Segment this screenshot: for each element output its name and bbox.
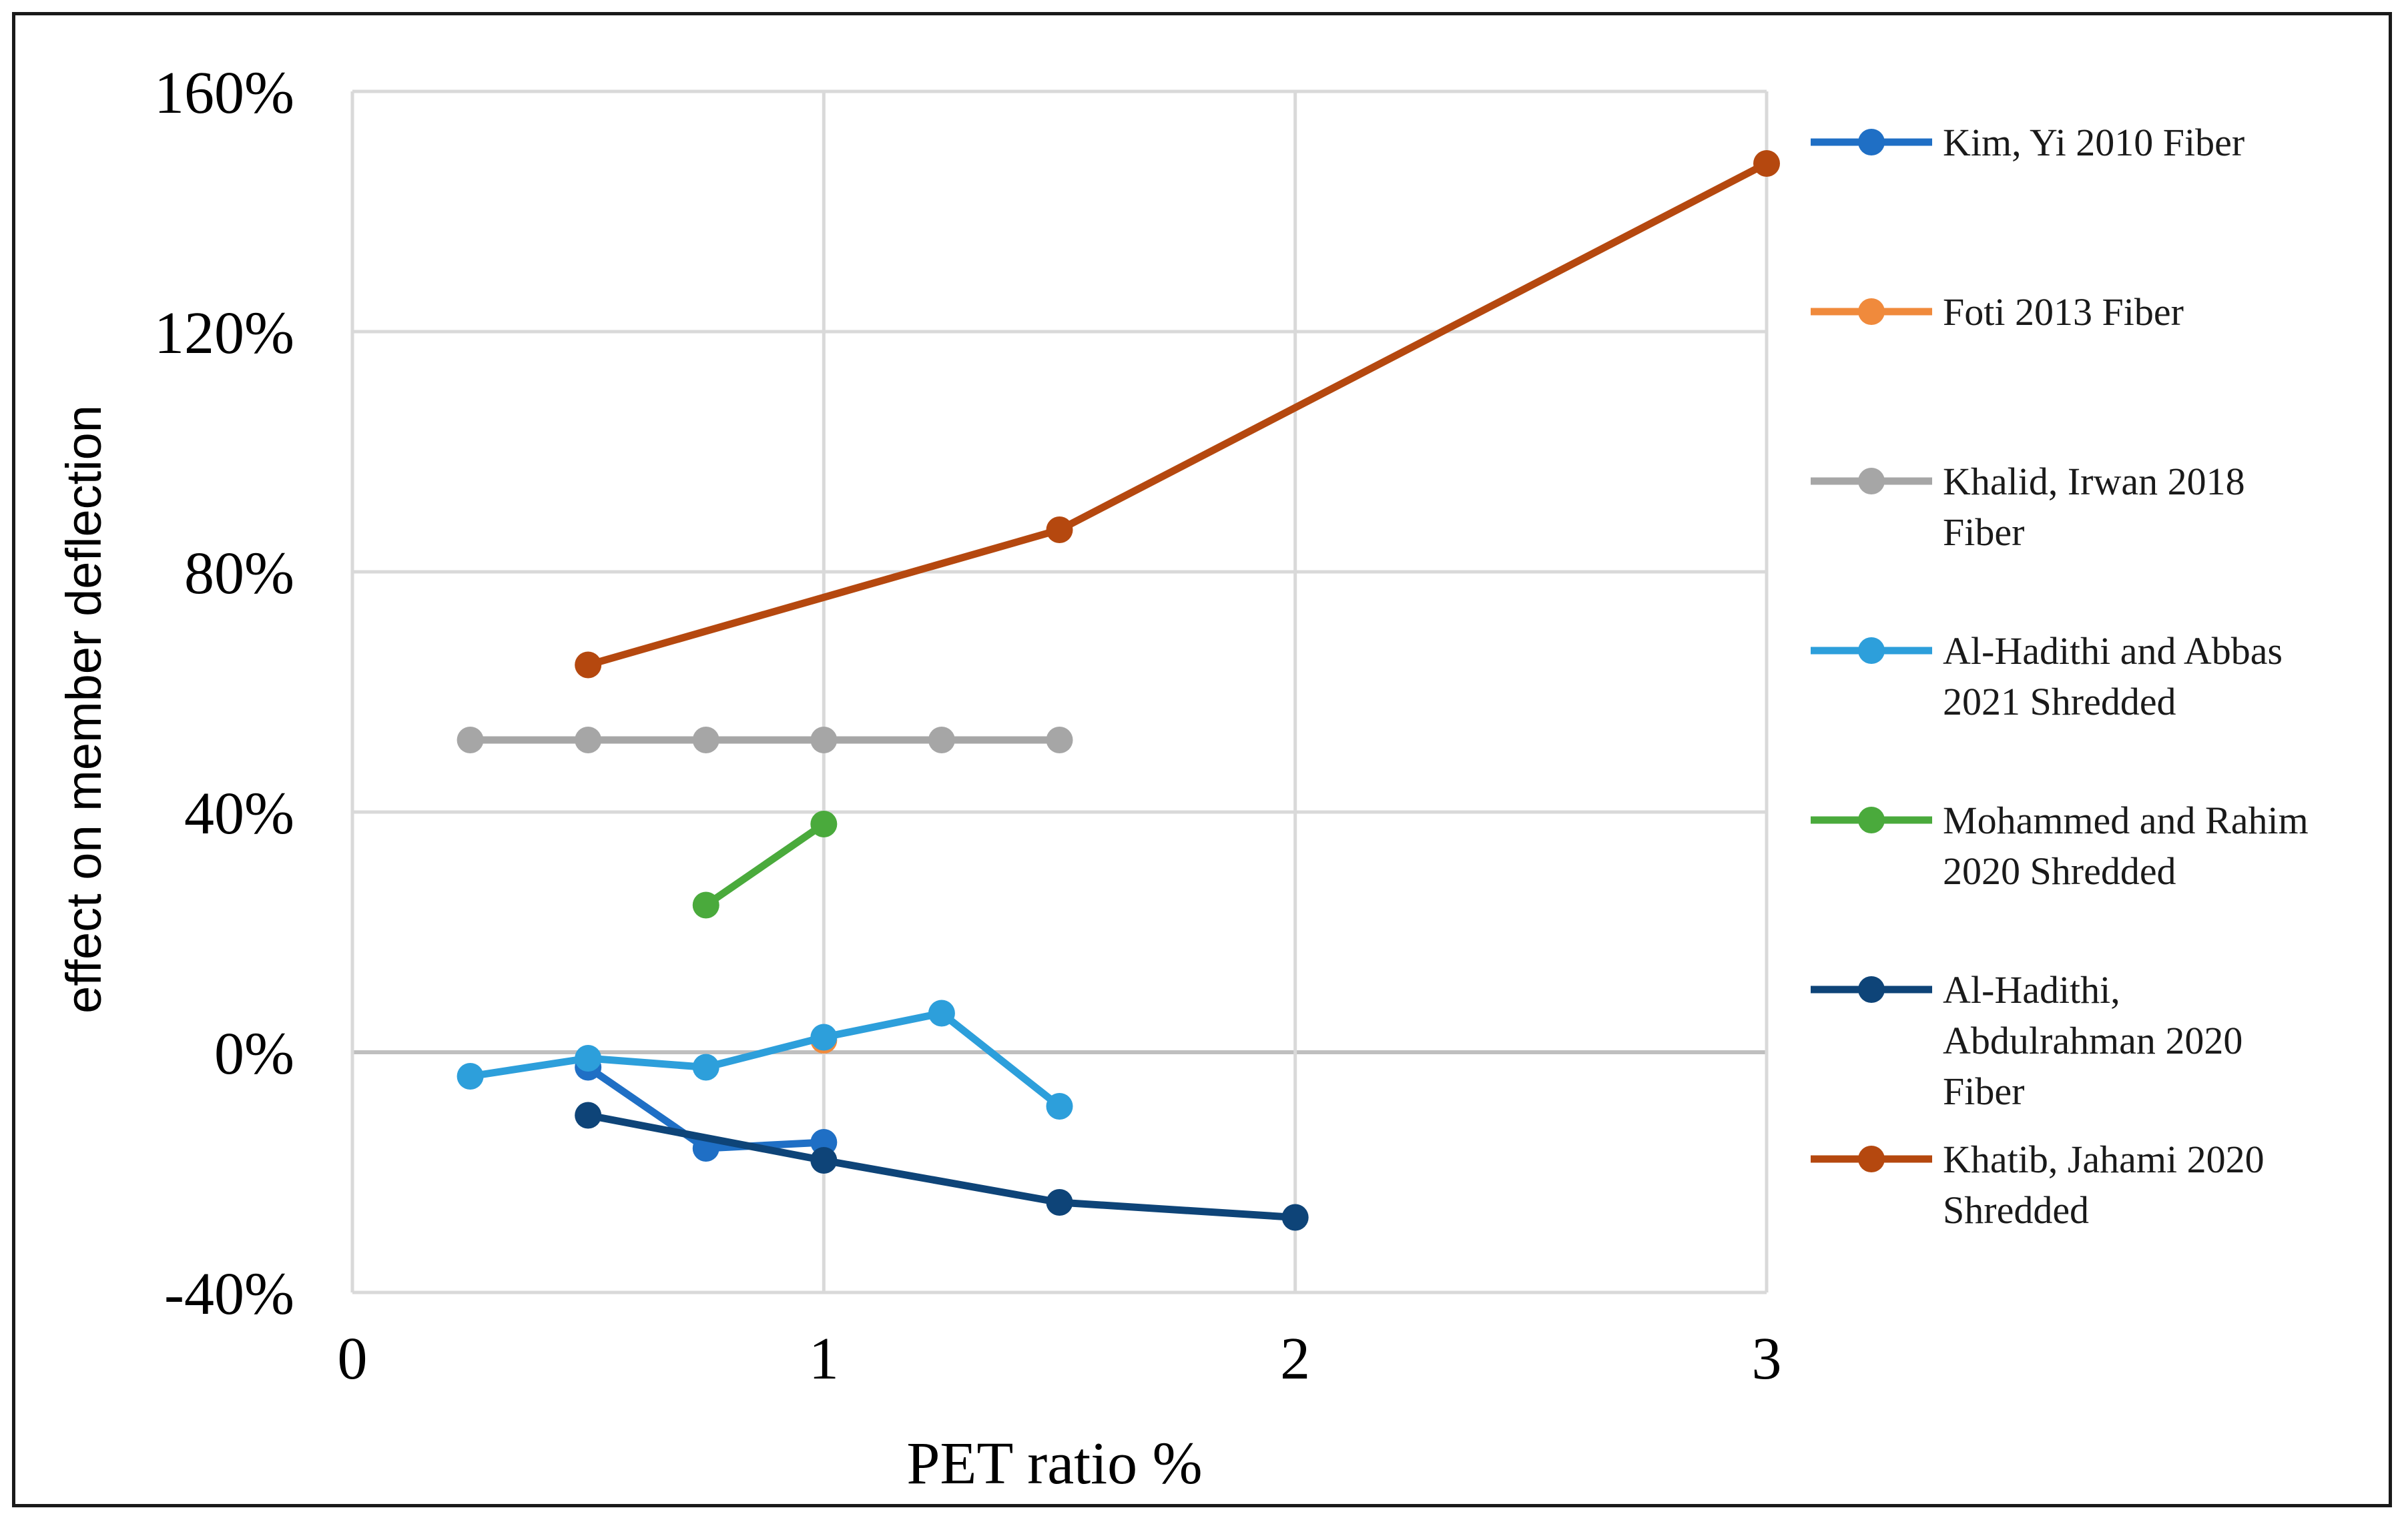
legend-label-line: Foti 2013 Fiber [1943, 290, 2184, 334]
data-point [575, 1045, 602, 1072]
series-line [467, 1010, 1063, 1110]
legend-label: Al-Hadithi and Abbas 2021 Shredded [1943, 629, 2283, 723]
series-7 [575, 150, 1780, 679]
legend-swatch-marker [1858, 468, 1885, 494]
x-tick-label: 3 [1752, 1326, 1782, 1392]
x-tick-label: 2 [1280, 1326, 1310, 1392]
y-tick-label: 0% [214, 1021, 294, 1087]
series-4 [457, 1000, 1073, 1120]
series-3 [457, 727, 1073, 753]
y-tick-label: 160% [154, 60, 294, 126]
data-point [1046, 727, 1073, 753]
data-point [575, 727, 602, 753]
data-point [692, 891, 719, 919]
data-point [928, 727, 955, 753]
line-chart: -40% 0% 40% 80% 120% 160% 0 1 2 3 Kim, Yi 2010 Fi… [56, 60, 2309, 1497]
legend-label: Foti 2013 Fiber [1943, 290, 2184, 334]
series-line [584, 159, 1771, 669]
data-point [457, 1063, 484, 1090]
legend-item: Foti 2013 Fiber [1811, 290, 2184, 334]
legend-item: Khalid, Irwan 2018 Fiber [1811, 460, 2245, 554]
legend-label-line: Mohammed and Rahim [1943, 799, 2309, 842]
series-line [702, 820, 828, 909]
legend-item: Al-Hadithi, Abdulrahman 2020 Fiber [1811, 968, 2242, 1113]
legend-item: Khatib, Jahami 2020 Shredded [1811, 1138, 2265, 1232]
data-point [1281, 1204, 1309, 1231]
legend-label-line: Khatib, Jahami 2020 [1943, 1138, 2265, 1181]
y-axis-title: effect on member deflection [56, 405, 111, 1014]
y-tick-label: 80% [184, 540, 294, 607]
series-line [584, 1112, 1299, 1221]
series-5 [692, 811, 838, 919]
legend-label: Khatib, Jahami 2020 Shredded [1943, 1138, 2265, 1232]
legend-item: Kim, Yi 2010 Fiber [1811, 121, 2244, 164]
data-point [692, 727, 719, 753]
legend-label-line: Fiber [1943, 510, 2024, 554]
data-point [810, 1147, 838, 1174]
data-point [692, 1054, 719, 1081]
legend-label: Khalid, Irwan 2018 Fiber [1943, 460, 2245, 554]
legend-swatch-marker [1858, 976, 1885, 1003]
legend-swatch-marker [1858, 129, 1885, 155]
legend-label-line: Al-Hadithi, [1943, 968, 2120, 1012]
x-tick-label: 1 [809, 1326, 839, 1392]
legend-item: Al-Hadithi and Abbas 2021 Shredded [1811, 629, 2283, 723]
data-point [928, 1000, 955, 1027]
y-tick-label: 120% [154, 300, 294, 366]
data-point [575, 1102, 602, 1129]
legend-label: Mohammed and Rahim 2020 Shredded [1943, 799, 2309, 893]
legend-label-line: 2020 Shredded [1943, 849, 2176, 893]
legend-swatch-marker [1858, 637, 1885, 664]
x-tick-label: 0 [338, 1326, 368, 1392]
data-point [810, 811, 838, 837]
series-group [457, 150, 1780, 1231]
data-point [1046, 1189, 1073, 1216]
legend-label-line: Kim, Yi 2010 Fiber [1943, 121, 2244, 164]
data-point [810, 727, 838, 753]
legend: Kim, Yi 2010 Fiber Foti 2013 Fiber Khalid,… [1811, 121, 2309, 1232]
legend-label-line: Shredded [1943, 1188, 2089, 1232]
legend-label-line: Abdulrahman 2020 [1943, 1019, 2242, 1062]
legend-swatch-marker [1858, 807, 1885, 833]
legend-label-line: 2021 Shredded [1943, 680, 2176, 723]
legend-swatch-marker [1858, 1146, 1885, 1172]
data-point [810, 1024, 838, 1051]
data-point [575, 651, 602, 679]
y-tick-label: 40% [184, 781, 294, 847]
legend-label-line: Al-Hadithi and Abbas [1943, 629, 2283, 673]
axes: -40% 0% 40% 80% 120% 160% 0 1 2 3 [154, 60, 1781, 1392]
series-6 [575, 1102, 1309, 1231]
data-point [1046, 516, 1073, 543]
legend-label-line: Fiber [1943, 1070, 2024, 1113]
legend-item: Mohammed and Rahim 2020 Shredded [1811, 799, 2309, 893]
x-axis-title: PET ratio % [906, 1431, 1202, 1497]
legend-label-line: Khalid, Irwan 2018 [1943, 460, 2245, 503]
data-point [457, 727, 484, 753]
data-point [1753, 150, 1780, 177]
chart-frame: -40% 0% 40% 80% 120% 160% 0 1 2 3 Kim, Yi 2010 Fi… [12, 12, 2392, 1507]
legend-label: Kim, Yi 2010 Fiber [1943, 121, 2244, 164]
y-tick-label: -40% [164, 1261, 294, 1327]
data-point [1046, 1093, 1073, 1120]
legend-swatch-marker [1858, 298, 1885, 325]
legend-label: Al-Hadithi, Abdulrahman 2020 Fiber [1943, 968, 2242, 1113]
